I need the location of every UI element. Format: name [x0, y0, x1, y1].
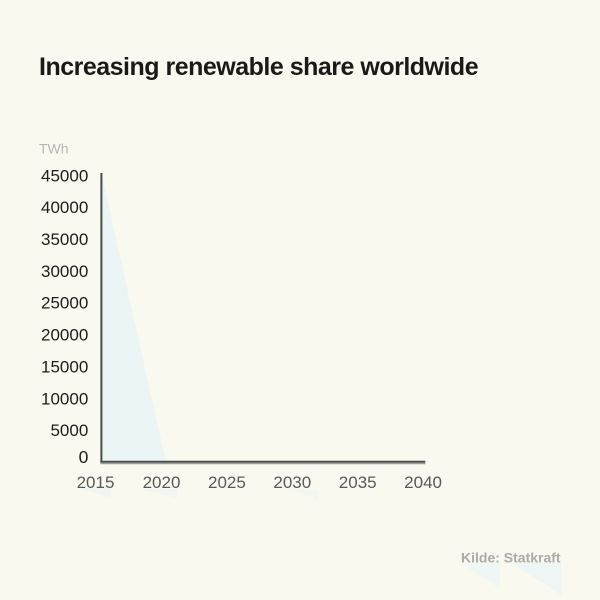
svg-text:TWh: TWh [39, 141, 69, 157]
svg-text:15000: 15000 [41, 357, 88, 376]
svg-text:25000: 25000 [41, 294, 88, 313]
svg-text:2040: 2040 [404, 473, 442, 492]
svg-text:10000: 10000 [41, 389, 88, 408]
svg-text:2030: 2030 [273, 473, 311, 492]
svg-text:45000: 45000 [41, 166, 88, 185]
svg-text:35000: 35000 [41, 230, 88, 249]
svg-text:2035: 2035 [339, 473, 377, 492]
svg-text:30000: 30000 [41, 262, 88, 281]
svg-text:2015: 2015 [77, 473, 115, 492]
svg-text:5000: 5000 [50, 421, 88, 440]
svg-text:2020: 2020 [143, 473, 181, 492]
svg-text:2025: 2025 [208, 473, 246, 492]
svg-text:40000: 40000 [41, 198, 88, 217]
svg-text:Increasing renewable share wor: Increasing renewable share worldwide [39, 53, 479, 81]
svg-text:20000: 20000 [41, 326, 88, 345]
svg-text:Kilde: Statkraft: Kilde: Statkraft [461, 550, 561, 566]
svg-text:0: 0 [79, 447, 89, 467]
